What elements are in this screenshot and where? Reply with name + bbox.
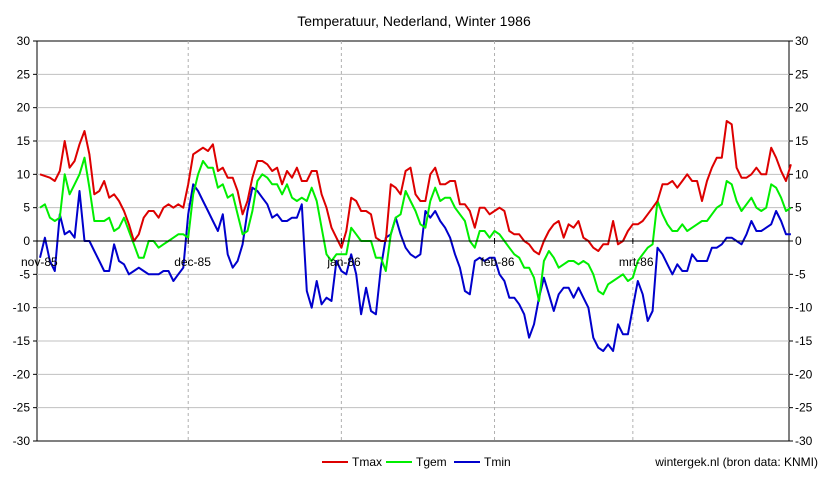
- x-month-label: dec-85: [174, 255, 211, 269]
- y-tick-label-right: 15: [795, 134, 809, 148]
- y-tick-label-right: 30: [795, 34, 809, 48]
- y-tick-label-right: -25: [795, 401, 813, 415]
- y-tick-label-right: -20: [795, 367, 813, 381]
- y-axis-right: 30 25 20 15 10 5 0 -5 -10 -15 -20 -25 -30: [789, 34, 813, 448]
- y-tick-label-left: 20: [17, 101, 31, 115]
- chart-title: Temperatuur, Nederland, Winter 1986: [297, 13, 531, 29]
- month-labels: nov-85 dec-85 jan-86 feb-86 mrt-86: [21, 238, 654, 269]
- gridlines: [37, 41, 789, 441]
- y-tick-label-left: 0: [23, 234, 30, 248]
- x-month-label: nov-85: [21, 255, 58, 269]
- y-tick-label-left: -25: [13, 401, 31, 415]
- y-tick-label-right: 20: [795, 101, 809, 115]
- y-tick-label-left: -30: [13, 434, 31, 448]
- legend-label-tgem: Tgem: [416, 455, 447, 469]
- legend: Tmax Tgem Tmin: [322, 455, 511, 469]
- y-tick-label-right: -30: [795, 434, 813, 448]
- x-month-label: feb-86: [481, 255, 515, 269]
- x-month-label: jan-86: [326, 255, 361, 269]
- y-tick-label-left: 30: [17, 34, 31, 48]
- y-tick-label-right: -15: [795, 334, 813, 348]
- legend-label-tmin: Tmin: [484, 455, 511, 469]
- y-tick-label-right: -5: [795, 267, 806, 281]
- y-tick-label-left: 15: [17, 134, 31, 148]
- y-tick-label-right: 5: [795, 201, 802, 215]
- source-credit: wintergek.nl (bron data: KNMI): [654, 455, 818, 469]
- series-lines: [39, 120, 792, 352]
- series-line-tmin: [39, 183, 791, 352]
- series-line-tgem: [39, 156, 792, 302]
- legend-label-tmax: Tmax: [352, 455, 382, 469]
- y-tick-label-right: -10: [795, 301, 813, 315]
- y-tick-label-right: 10: [795, 167, 809, 181]
- x-month-label: mrt-86: [619, 255, 654, 269]
- y-tick-label-left: 5: [23, 201, 30, 215]
- y-axis-left: 30 25 20 15 10 5 0 -5 -10 -15 -20 -25 -30: [13, 34, 37, 448]
- y-tick-label-left: -5: [19, 267, 30, 281]
- y-tick-label-left: -20: [13, 367, 31, 381]
- y-tick-label-left: -10: [13, 301, 31, 315]
- y-tick-label-left: 10: [17, 167, 31, 181]
- y-tick-label-left: -15: [13, 334, 31, 348]
- y-tick-label-right: 25: [795, 67, 809, 81]
- series-line-tmax: [39, 120, 792, 256]
- y-tick-label-left: 25: [17, 67, 31, 81]
- y-tick-label-right: 0: [795, 234, 802, 248]
